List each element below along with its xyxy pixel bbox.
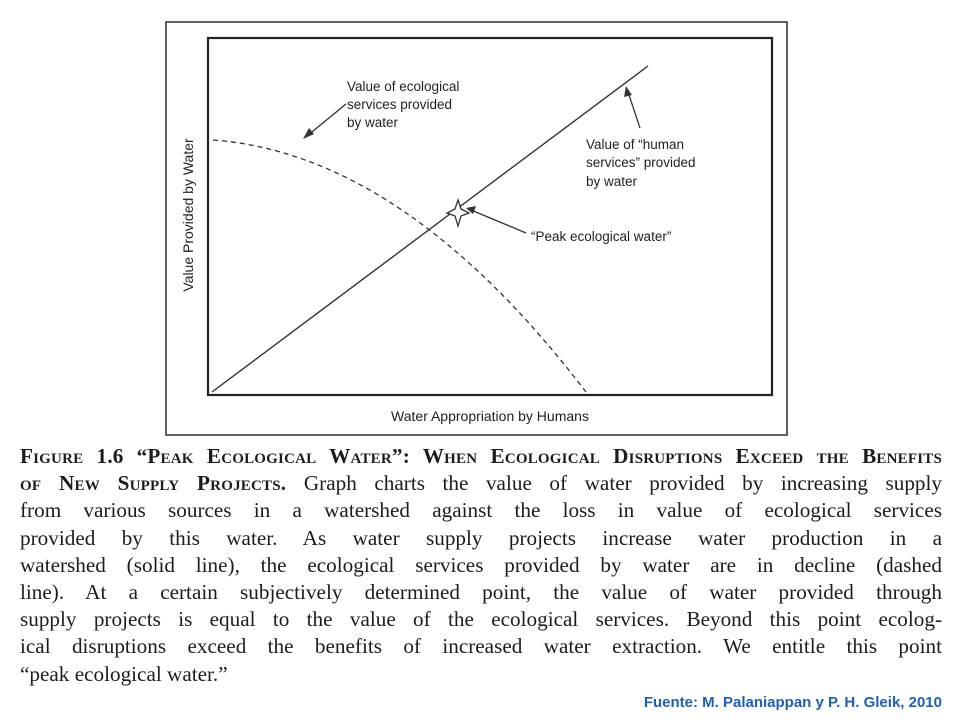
caption-line: line). At a certain subjectively determi… [20,580,942,605]
caption-line: ical disruptions exceed the benefits of … [20,634,942,659]
caption-line-1: Figure 1.6 “Peak Ecological Water”: When… [20,443,942,470]
ecological-services-curve [212,139,587,393]
caption-line: watershed (solid line), the ecological s… [20,552,942,577]
peak-ecological-water-diagram: Value Provided by Water Water Appropriat… [165,21,788,436]
arrowhead-icon [624,86,632,97]
arrowhead-icon [466,206,476,214]
caption-title-cont: of New Supply Projects. [20,471,287,496]
caption-line: supply projects is equal to the value of… [20,607,942,632]
ecological-annotation: Value of ecological services provided by… [347,79,463,130]
figure-number: Figure 1.6 [20,444,124,468]
peak-annotation: “Peak ecological water” [531,229,671,244]
arrowhead-icon [303,128,314,139]
source-credit: Fuente: M. Palaniappan y P. H. Gleik, 20… [643,694,942,711]
figure-caption: Figure 1.6 “Peak Ecological Water”: When… [20,443,942,688]
caption-line-2: of New Supply Projects. Graph charts the… [20,470,942,497]
caption-text: Graph charts the value of water provided… [303,471,943,496]
caption-title: “Peak Ecological Water”: When Ecological… [136,444,943,468]
outer-frame [165,21,788,436]
human-services-line [211,65,649,393]
peak-annotation-arrow [470,209,527,234]
x-axis-label: Water Appropriation by Humans [391,408,589,424]
human-annotation-arrow [627,91,641,129]
caption-line: “peak ecological water.” [20,661,228,686]
peak-star-icon [445,197,471,229]
ecological-annotation-arrow [306,103,347,137]
y-axis-label: Value Provided by Water [180,138,196,292]
human-annotation: Value of “human services” provided by wa… [586,137,699,189]
caption-line: provided by this water. As water supply … [20,525,942,550]
caption-line: from various sources in a watershed agai… [20,498,942,523]
plot-area [206,36,774,397]
